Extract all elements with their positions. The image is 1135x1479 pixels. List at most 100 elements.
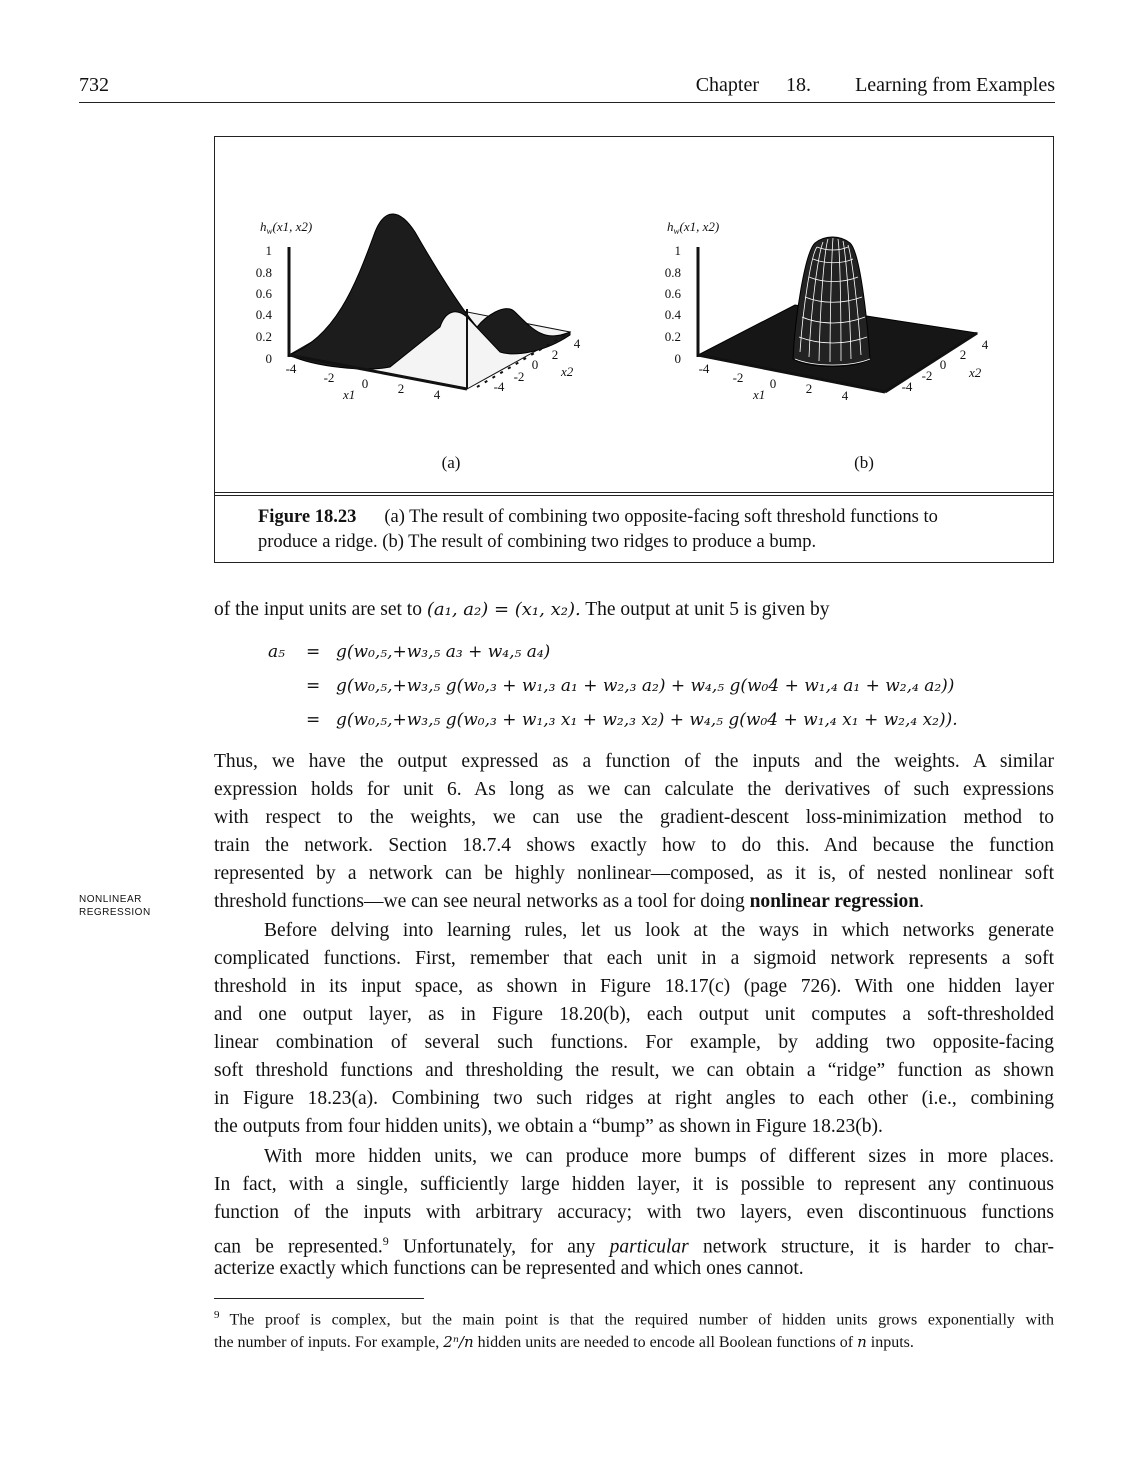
- text-line: complicated functions. First, remember t…: [214, 948, 1054, 969]
- panel-a-plot: hw(x1, x2) 1 0.8 0.6 0.4 0.2 0 -4 -2 0 2: [256, 213, 581, 472]
- intro-text: of the input units are set to: [214, 599, 422, 620]
- panel-a-x1tick: 2: [398, 381, 405, 396]
- intro-line: of the input units are set to (a₁, a₂) =…: [214, 596, 1054, 624]
- panel-b-ztick: 0: [675, 351, 682, 366]
- panel-b-label: (b): [854, 453, 874, 472]
- panel-a-ztick: 0.6: [256, 286, 273, 301]
- panel-a-ztick: 0.8: [256, 265, 272, 280]
- panel-b-x2axis: [884, 331, 978, 394]
- emphasis-particular: particular: [609, 1236, 689, 1258]
- text-span: Unfortunately, for any: [388, 1236, 610, 1258]
- text-line: soft threshold functions and thresholdin…: [214, 1060, 1054, 1081]
- equation-equals: =: [306, 710, 321, 730]
- chapter-number: 18.: [786, 74, 811, 96]
- panel-a-x2tick: -2: [514, 369, 525, 384]
- footnote-line-2: the number of inputs. For example, 2ⁿ/n …: [214, 1331, 1054, 1354]
- footnote-text: inputs.: [870, 1334, 914, 1352]
- footnote-mark: 9: [214, 1309, 220, 1321]
- running-head: 732 Chapter 18. Learning from Examples: [79, 74, 1055, 103]
- panel-b-zlabel: hw(x1, x2): [667, 219, 719, 236]
- footnote-math: 2ⁿ/n: [443, 1333, 474, 1352]
- panel-a-ztick: 1: [266, 243, 273, 258]
- panel-a-label: (a): [442, 453, 461, 472]
- panel-a-x2axis: [476, 331, 571, 388]
- text-line: acterize exactly which functions can be …: [214, 1258, 804, 1279]
- panel-b-ztick: 0.4: [665, 307, 682, 322]
- panel-b-x1tick: 0: [770, 376, 777, 391]
- caption-divider: [215, 492, 1053, 496]
- panel-b-mesh: [794, 237, 871, 366]
- margin-note: NONLINEAR REGRESSION: [79, 893, 151, 919]
- text-line: threshold functions—we can see neural ne…: [214, 888, 1054, 916]
- text-line: Before delving into learning rules, let …: [264, 920, 1054, 941]
- panel-a-ztick: 0.4: [256, 307, 273, 322]
- text-span: .: [919, 891, 925, 912]
- panel-a-x2ticks: -4 -2 0 2 4: [494, 336, 581, 394]
- text-span: network structure, it is harder to char-: [688, 1236, 1054, 1258]
- term-nonlinear-regression: nonlinear regression: [749, 891, 920, 912]
- intro-tail: The output at unit 5 is given by: [585, 599, 830, 620]
- panel-b-x1ticks: -4 -2 0 2 4: [699, 361, 849, 403]
- chapter-title: Learning from Examples: [855, 74, 1055, 96]
- figure-18-23: hw(x1, x2) 1 0.8 0.6 0.4 0.2 0 -4 -2 0 2: [214, 136, 1054, 563]
- panel-a-x1label: x1: [342, 387, 355, 402]
- panel-b-plot: hw(x1, x2) 1 0.8 0.6 0.4 0.2 0: [665, 219, 989, 472]
- panel-a-x1axis: [288, 353, 468, 391]
- text-line: the outputs from four hidden units), we …: [214, 1116, 883, 1137]
- equation-rhs: g(w₀,₅,+w₃,₅ a₃ + w₄,₅ a₄): [336, 642, 551, 662]
- equation-lhs: a₅: [268, 642, 285, 662]
- panel-a-x1tick: -4: [286, 361, 297, 376]
- caption-line-1: (a) The result of combining two opposite…: [384, 507, 938, 527]
- panel-b-x1tick: -2: [733, 370, 744, 385]
- panel-a-x1tick: -2: [324, 370, 335, 385]
- page-number: 732: [79, 74, 109, 96]
- footnote-text: The proof is complex, but the main point…: [229, 1311, 1055, 1329]
- footnote-rule: [214, 1298, 424, 1299]
- text-line: and one output layer, as in Figure 18.20…: [214, 1004, 1054, 1025]
- panel-a-x2label: x2: [560, 364, 574, 379]
- text-line: in Figure 18.23(a). Combining two such r…: [214, 1088, 1054, 1109]
- margin-note-line: REGRESSION: [79, 907, 151, 918]
- equation-rhs: g(w₀,₅,+w₃,₅ g(w₀,₃ + w₁,₃ x₁ + w₂,₃ x₂)…: [336, 710, 958, 730]
- panel-a-x2tick: 0: [532, 357, 539, 372]
- panel-b-surface: [792, 236, 871, 367]
- panel-b-ztick: 0.6: [665, 286, 682, 301]
- panel-b-x1tick: 2: [806, 381, 813, 396]
- panel-a-x2tick: -4: [494, 379, 505, 394]
- text-span: threshold functions—we can see neural ne…: [214, 891, 745, 912]
- text-line: With more hidden units, we can produce m…: [264, 1146, 1054, 1167]
- text-line: expression holds for unit 6. As long as …: [214, 779, 1054, 800]
- panel-b-x2tick: -2: [922, 368, 933, 383]
- panel-b-x1tick: 4: [842, 388, 849, 403]
- panel-a-x1tick: 0: [362, 376, 369, 391]
- text-line: can be represented.9 Unfortunately, for …: [214, 1227, 1054, 1262]
- text-line: In fact, with a single, sufficiently lar…: [214, 1174, 1054, 1195]
- panel-a-ztick: 0: [266, 351, 273, 366]
- footnote-text: the number of inputs. For example,: [214, 1334, 440, 1352]
- text-line: linear combination of several such funct…: [214, 1032, 1054, 1053]
- caption-line-2: produce a ridge. (b) The result of combi…: [258, 532, 817, 552]
- panel-b-x2tick: 0: [940, 357, 947, 372]
- intro-math: (a₁, a₂) = (x₁, x₂).: [426, 599, 581, 620]
- text-line: threshold in its input space, as shown i…: [214, 976, 1054, 997]
- panel-a-ztick: 0.2: [256, 329, 272, 344]
- text-span: can be represented.: [214, 1236, 383, 1258]
- panel-b-zticks: 1 0.8 0.6 0.4 0.2 0: [665, 243, 682, 366]
- equation-rhs: g(w₀,₅,+w₃,₅ g(w₀,₃ + w₁,₃ a₁ + w₂,₃ a₂)…: [336, 676, 955, 696]
- footnote: 9 The proof is complex, but the main poin…: [214, 1304, 1054, 1354]
- caption-label: Figure 18.23: [258, 507, 357, 527]
- text-line: train the network. Section 18.7.4 shows …: [214, 835, 1054, 856]
- panel-b-x1axis: [697, 353, 886, 394]
- chapter-label: Chapter: [695, 74, 759, 96]
- panel-a-x2tick: 2: [552, 347, 559, 362]
- panel-b-ztick: 0.8: [665, 265, 681, 280]
- panel-b-ztick: 0.2: [665, 329, 681, 344]
- equation-equals: =: [306, 642, 321, 662]
- panel-b-x2label: x2: [968, 365, 982, 380]
- text-line: Thus, we have the output expressed as a …: [214, 751, 1054, 772]
- footnote-reference[interactable]: 9: [382, 1234, 389, 1248]
- panel-b-x1label: x1: [752, 387, 765, 402]
- figure-art: hw(x1, x2) 1 0.8 0.6 0.4 0.2 0 -4 -2 0 2: [256, 213, 989, 472]
- panel-a-x2tick: 4: [574, 336, 581, 351]
- panel-a-zlabel: hw(x1, x2): [260, 219, 312, 236]
